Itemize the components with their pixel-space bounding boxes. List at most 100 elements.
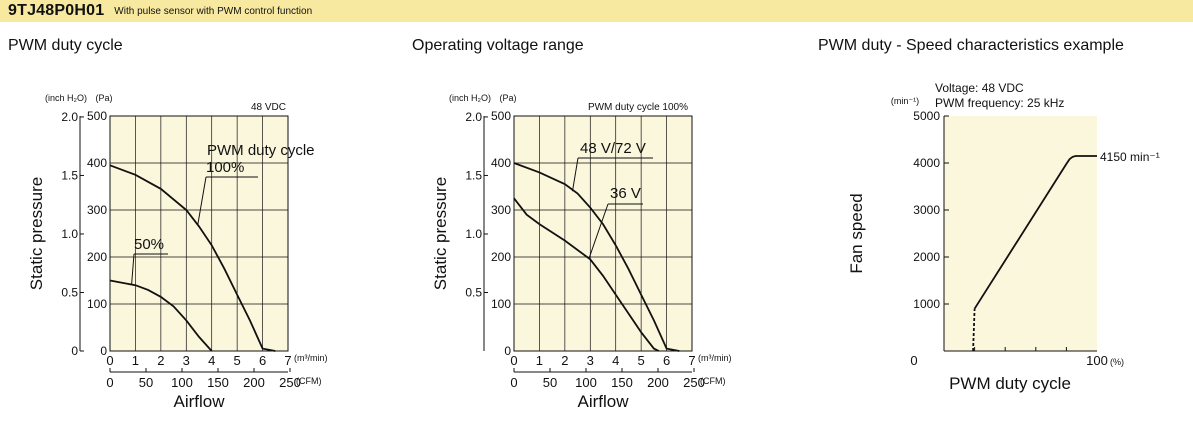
x2-unit: (CFM) xyxy=(296,376,322,386)
series-line xyxy=(109,279,213,352)
chart-note-voltage: Voltage: 48 VDC xyxy=(935,81,1024,95)
plot-area xyxy=(109,115,289,352)
y-unit: (Pa) xyxy=(499,93,516,103)
y-unit: (Pa) xyxy=(95,93,112,103)
y-tick-label: 3000 xyxy=(913,203,940,217)
series-label-48-72: 48 V/72 V xyxy=(580,140,646,157)
chart2-title: Operating voltage range xyxy=(412,37,584,54)
y-axis-title: Static pressure xyxy=(27,177,46,290)
x2-tick-label: 200 xyxy=(243,375,265,390)
x-tick-label: 3 xyxy=(183,353,190,368)
x-axis-title: PWM duty cycle xyxy=(949,374,1071,393)
y-tick-label: 0 xyxy=(504,344,511,358)
leader-100 xyxy=(197,176,207,226)
y-tick-label: 200 xyxy=(87,250,107,264)
x-axis-title: Airflow xyxy=(577,392,629,411)
series-label-36: 36 V xyxy=(610,185,641,202)
series-line xyxy=(513,162,680,352)
y-tick-label: 200 xyxy=(491,250,511,264)
y-tick-label: 4000 xyxy=(913,156,940,170)
y-tick-label: 300 xyxy=(87,203,107,217)
y-tick-label: 300 xyxy=(491,203,511,217)
x-axis-title: Airflow xyxy=(173,392,225,411)
series-label-100: 100% xyxy=(206,159,244,176)
y2-unit: (inch H₂O) xyxy=(45,93,87,103)
y2-tick-label: 2.0 xyxy=(465,110,482,124)
y-axis-title: Fan speed xyxy=(847,193,866,273)
x-tick-label: 3 xyxy=(587,353,594,368)
x2-tick-label: 50 xyxy=(139,375,153,390)
model-banner: 9TJ48P0H01 With pulse sensor with PWM co… xyxy=(0,0,1193,22)
x-tick-label: 5 xyxy=(234,353,241,368)
x-unit: (m³/min) xyxy=(294,353,328,363)
x2-tick-label: 0 xyxy=(106,375,113,390)
series-line xyxy=(513,197,660,352)
y-unit: (min⁻¹) xyxy=(891,96,919,106)
x-tick-label: 4 xyxy=(208,353,215,368)
x-tick-label: 4 xyxy=(612,353,619,368)
x-tick-label: 0 xyxy=(106,353,113,368)
x2-tick-label: 250 xyxy=(279,375,301,390)
plot-area xyxy=(513,115,693,352)
series-label-50: 50% xyxy=(134,236,164,253)
y-tick-label: 400 xyxy=(491,156,511,170)
x2-tick-label: 0 xyxy=(510,375,517,390)
y-tick-label: 100 xyxy=(87,297,107,311)
x-tick-label: 2 xyxy=(157,353,164,368)
y2-tick-label: 1.5 xyxy=(465,168,482,182)
y2-tick-label: 1.0 xyxy=(61,227,78,241)
x-tick-label: 100 xyxy=(1086,353,1108,368)
y-tick-label: 500 xyxy=(491,109,511,123)
leader-50 xyxy=(131,253,135,285)
x-unit: (m³/min) xyxy=(698,353,732,363)
series-line xyxy=(109,164,276,352)
dashed-segment xyxy=(972,308,976,352)
plot-area xyxy=(944,116,1097,351)
y-tick-label: 1000 xyxy=(913,297,940,311)
x2-tick-label: 50 xyxy=(543,375,557,390)
y-tick-label: 0 xyxy=(100,344,107,358)
x2-tick-label: 200 xyxy=(647,375,669,390)
y2-tick-label: 2.0 xyxy=(61,110,78,124)
y2-unit: (inch H₂O) xyxy=(449,93,491,103)
x-tick-label: 0 xyxy=(910,353,917,368)
y2-tick-label: 0.5 xyxy=(465,285,482,299)
chart-note: PWM duty cycle 100% xyxy=(588,102,688,113)
y-tick-label: 100 xyxy=(491,297,511,311)
model-number: 9TJ48P0H01 xyxy=(8,2,105,19)
y2-tick-label: 1.5 xyxy=(61,168,78,182)
x-unit: (%) xyxy=(1110,357,1124,367)
annotation-label: PWM duty cycle xyxy=(207,142,315,159)
x2-tick-label: 150 xyxy=(611,375,633,390)
chart1-title: PWM duty cycle xyxy=(8,37,123,54)
x-tick-label: 6 xyxy=(663,353,670,368)
x-tick-label: 0 xyxy=(510,353,517,368)
chart-note-frequency: PWM frequency: 25 kHz xyxy=(935,96,1064,110)
y2-tick-label: 0 xyxy=(71,344,78,358)
series-line xyxy=(973,155,1097,310)
leader-48 xyxy=(571,157,579,192)
x-tick-label: 1 xyxy=(132,353,139,368)
x2-tick-label: 150 xyxy=(207,375,229,390)
x2-tick-label: 250 xyxy=(683,375,705,390)
y-tick-label: 400 xyxy=(87,156,107,170)
y-tick-label: 500 xyxy=(87,109,107,123)
x-tick-label: 2 xyxy=(561,353,568,368)
y2-tick-label: 0.5 xyxy=(61,285,78,299)
x-tick-label: 6 xyxy=(259,353,266,368)
x2-tick-label: 100 xyxy=(575,375,597,390)
y-tick-label: 5000 xyxy=(913,109,940,123)
leader-36 xyxy=(588,203,609,259)
chart3-title: PWM duty - Speed characteristics example xyxy=(818,37,1124,54)
x2-unit: (CFM) xyxy=(700,376,726,386)
y-axis-title: Static pressure xyxy=(431,177,450,290)
x-tick-label: 5 xyxy=(638,353,645,368)
x2-tick-label: 100 xyxy=(171,375,193,390)
chart-note: 48 VDC xyxy=(251,102,286,113)
x-tick-label: 7 xyxy=(284,353,291,368)
x-tick-label: 7 xyxy=(688,353,695,368)
y-tick-label: 2000 xyxy=(913,250,940,264)
